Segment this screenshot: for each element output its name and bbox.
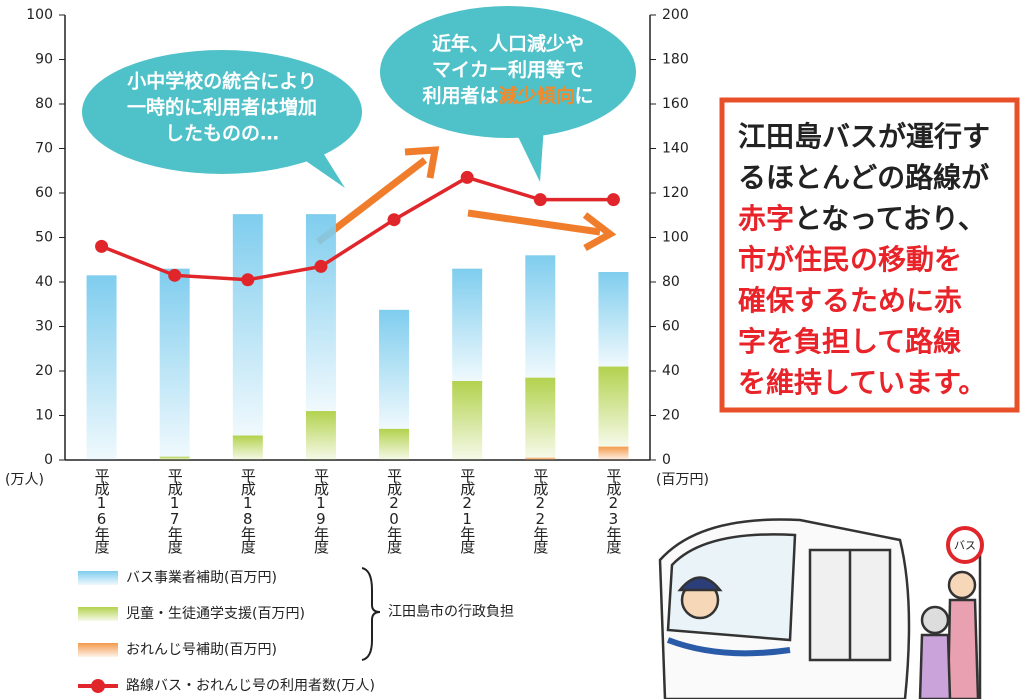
y-tick-label: 70 (35, 141, 53, 157)
y-tick-label: 60 (35, 185, 53, 201)
bar-segment (525, 255, 555, 377)
x-tick-label: 平成22年度 (531, 468, 549, 554)
bar-segment (160, 269, 190, 457)
callout-text: 利用者は減少傾向に (422, 84, 593, 107)
callout-text: 近年、人口減少や (432, 32, 584, 55)
y-tick-label: 30 (35, 319, 53, 335)
bar-segment (598, 447, 628, 460)
bar-segment (160, 457, 190, 460)
callout-text: 一時的に利用者は増加 (127, 96, 317, 119)
notice-text: 確保するために赤 (738, 284, 962, 317)
x-tick-label: 平成23年度 (604, 468, 622, 554)
y2-tick-label: 60 (662, 319, 680, 335)
y-tick-label: 20 (35, 363, 53, 379)
callout-text: 小中学校の統合により (127, 70, 317, 93)
y2-tick-label: 140 (662, 141, 689, 157)
legend-label: バス事業者補助(百万円) (126, 570, 277, 586)
y-tick-label: 100 (26, 7, 53, 23)
notice-text-part: 字を負担して路線 (738, 325, 961, 358)
bar-segment (525, 378, 555, 458)
line-point (168, 269, 181, 282)
notice-text-part: 市が住民の移動を (738, 243, 962, 276)
y2-tick-label: 0 (662, 452, 671, 468)
bar-segment (598, 367, 628, 447)
y2-tick-label: 160 (662, 96, 689, 112)
bar-segment (233, 214, 263, 435)
callout-text-part: マイカー利用等で (432, 58, 584, 81)
legend-swatch (78, 643, 118, 657)
bar-segment (306, 214, 336, 411)
notice-text-part: 確保するために赤 (738, 284, 962, 317)
legend-label: おれんじ号補助(百万円) (126, 642, 277, 658)
y2-tick-label: 120 (662, 185, 689, 201)
y2-tick-label: 40 (662, 363, 680, 379)
legend-bracket (362, 568, 380, 660)
notice-text: を維持しています。 (738, 366, 986, 399)
line-point (241, 273, 254, 286)
legend-swatch (78, 607, 118, 621)
bar-segment (87, 275, 117, 460)
y2-tick-label: 100 (662, 230, 689, 246)
notice-text: 字を負担して路線 (738, 325, 961, 358)
y-tick-label: 10 (35, 408, 53, 424)
x-tick-label: 平成19年度 (312, 468, 330, 554)
y2-tick-label: 180 (662, 52, 689, 68)
notice-text-part: 赤字 (738, 202, 794, 235)
x-tick-label: 平成20年度 (385, 468, 403, 554)
chart: 江田島市の行政負担 バス 0 10 20 30 40 50 60 70 80 90 100 0 20 40… (0, 0, 1021, 699)
legend-swatch (91, 679, 105, 693)
bar-segment (452, 269, 482, 381)
notice-text: 赤字となっており、 (738, 202, 986, 235)
y2-tick-label: 200 (662, 7, 689, 23)
line-point (388, 213, 401, 226)
legend-swatch (78, 571, 118, 585)
x-tick-label: 平成21年度 (458, 468, 476, 554)
bar-segment (525, 458, 555, 460)
y-tick-label: 80 (35, 96, 53, 112)
callout-text: マイカー利用等で (432, 58, 584, 81)
y-tick-label: 90 (35, 52, 53, 68)
bus-illustration: バス (660, 520, 982, 699)
y2-axis-label: (百万円) (656, 472, 709, 488)
line-point (534, 193, 547, 206)
bar-segment (306, 411, 336, 460)
bar-segment (379, 429, 409, 460)
x-tick-label: 平成17年度 (166, 468, 184, 554)
notice-text: 江田島バスが運行す (738, 120, 990, 153)
y-tick-label: 40 (35, 274, 53, 290)
line-point (314, 260, 327, 273)
x-tick-label: 平成18年度 (239, 468, 257, 554)
bracket-label: 江田島市の行政負担 (388, 603, 514, 620)
line-point (95, 240, 108, 253)
line-point (461, 171, 474, 184)
x-tick-label: 平成16年度 (93, 468, 111, 554)
y2-tick-label: 20 (662, 408, 680, 424)
bar-segment (233, 436, 263, 460)
legend-label: 児童・生徒通学支援(百万円) (126, 605, 305, 622)
notice-text-part: となっており、 (794, 202, 986, 235)
bus-stop-sign: バス (954, 539, 976, 552)
bar-segment (598, 272, 628, 367)
notice-text-part: るほとんどの路線が (738, 161, 989, 194)
y-tick-label: 50 (35, 230, 53, 246)
callout-text-part: 利用者は (422, 85, 498, 107)
callout-text: したものの… (165, 123, 279, 145)
y2-tick-label: 80 (662, 274, 680, 290)
callout-text-part: 減少傾向 (498, 84, 574, 107)
bar-segment (379, 310, 409, 429)
notice-text-part: を維持しています。 (738, 366, 986, 399)
line-point (607, 193, 620, 206)
callout-text-part: に (575, 85, 594, 107)
callout-text-part: 近年、人口減少や (432, 32, 584, 55)
notice-text: るほとんどの路線が (738, 161, 989, 194)
bar-segment (452, 381, 482, 460)
y-axis-label: (万人) (5, 472, 44, 488)
notice-text-part: 江田島バスが運行す (738, 120, 990, 153)
legend-label: 路線バス・おれんじ号の利用者数(万人) (126, 678, 375, 694)
y-tick-label: 0 (44, 452, 53, 468)
notice-text: 市が住民の移動を (738, 243, 962, 276)
